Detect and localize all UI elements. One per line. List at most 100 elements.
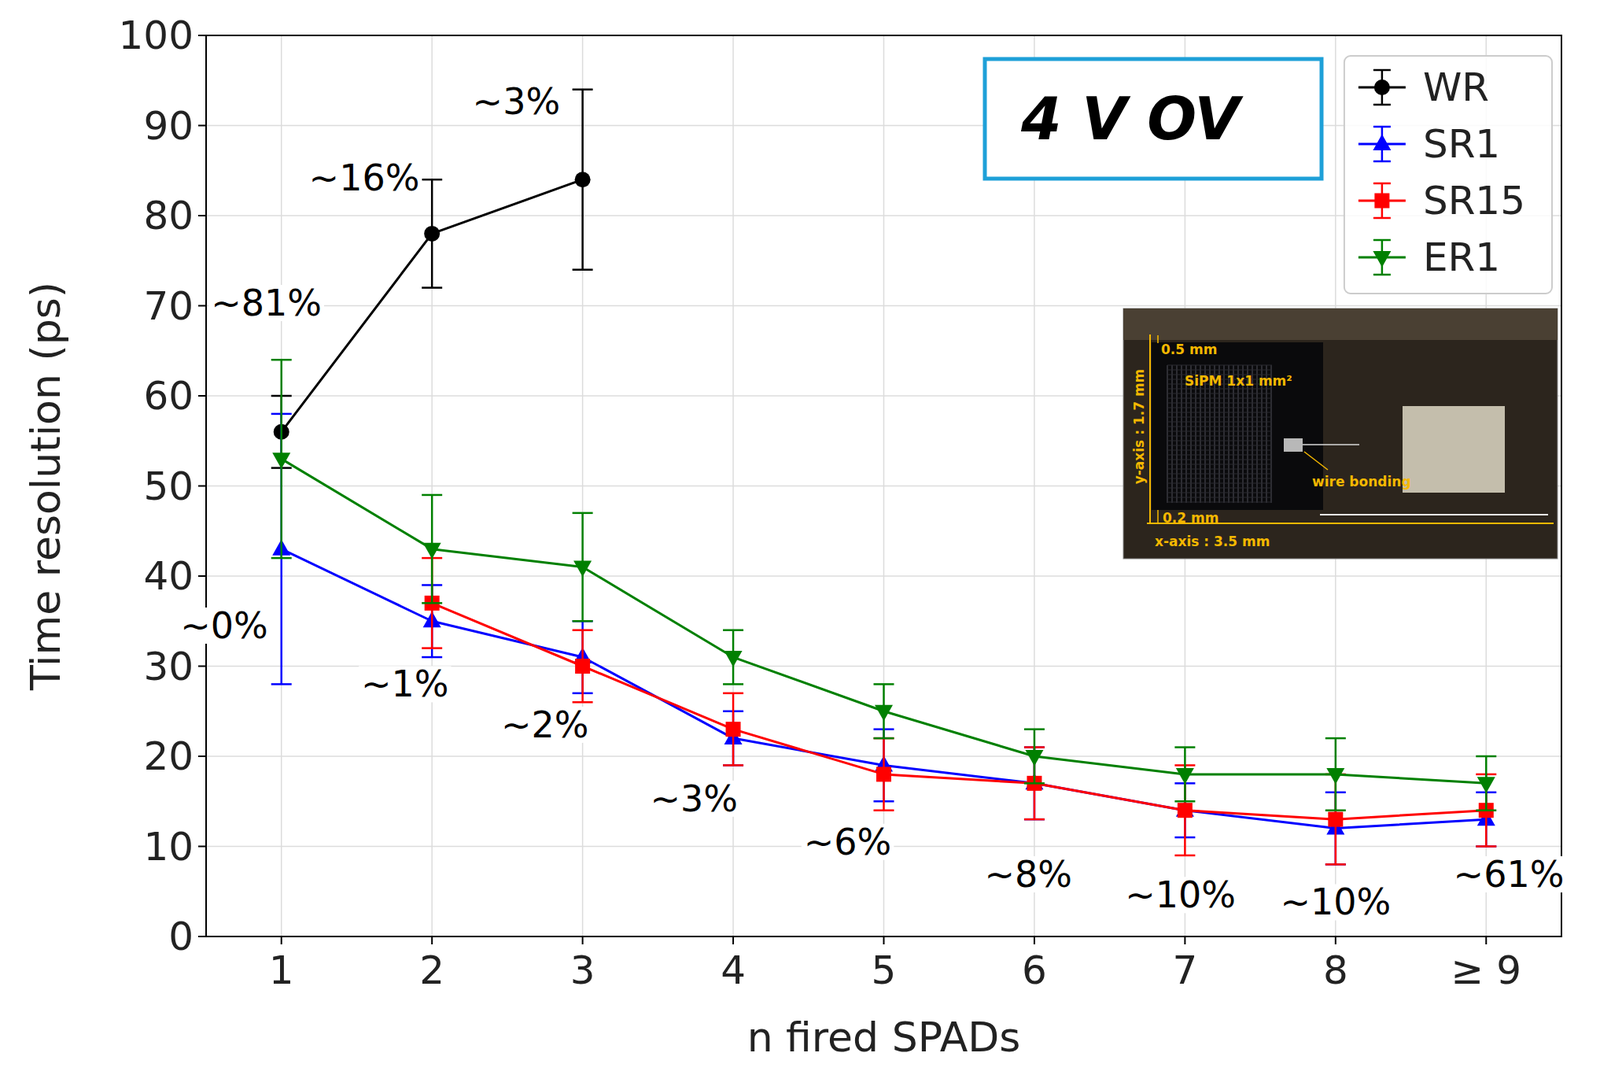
legend-label: WR <box>1423 64 1490 111</box>
inset-chip-grid <box>1167 369 1272 371</box>
error-bar <box>1325 737 1346 811</box>
inset-chip-grid <box>1167 468 1272 470</box>
error-bar-cap <box>722 682 744 686</box>
annotation-text: ~10% <box>1124 873 1236 916</box>
legend-label: SR15 <box>1423 177 1526 224</box>
inset-chip-grid <box>1167 464 1272 465</box>
marker <box>1477 776 1496 793</box>
inset-chip-grid <box>1167 492 1272 494</box>
inset-chip-grid <box>1167 497 1272 498</box>
error-bar <box>1174 747 1195 802</box>
legend-errcap <box>1373 69 1391 72</box>
inset-chip-grid <box>1166 364 1169 503</box>
inset-chip-grid <box>1167 501 1272 503</box>
series-line <box>281 549 1487 829</box>
error-bar-cap <box>1475 844 1497 848</box>
legend-errcap <box>1373 182 1391 185</box>
annotation: ~10% <box>1122 873 1239 916</box>
marker <box>1327 811 1343 827</box>
inset-bg <box>1123 308 1558 559</box>
annotation-text: ~2% <box>501 703 590 746</box>
annotation: ~3% <box>648 777 742 820</box>
legend-label: SR1 <box>1423 121 1501 167</box>
error-bar-cap <box>1475 808 1497 812</box>
y-tick <box>198 125 207 127</box>
annotation-text: ~10% <box>1279 880 1391 923</box>
x-tick-label: ≥ 9 <box>1450 947 1522 993</box>
inset-chip-grid <box>1167 416 1272 418</box>
y-tick-label: 30 <box>143 643 194 690</box>
inset-chip <box>1151 342 1324 510</box>
error-bar <box>572 89 594 270</box>
y-tick <box>198 485 207 487</box>
inset-chip-grid <box>1167 426 1272 428</box>
error-bar-cap <box>1024 818 1045 821</box>
inset-dim-line <box>1157 335 1159 343</box>
x-axis-title: n fired SPADs <box>747 1013 1022 1061</box>
condition-box: 4 V OV <box>984 58 1322 179</box>
inset-chip-grid <box>1167 445 1272 447</box>
series-0 <box>271 89 594 469</box>
legend-frame <box>1344 55 1553 294</box>
marker <box>724 650 743 668</box>
y-tick <box>198 394 207 397</box>
inset-chip-grid <box>1167 478 1272 480</box>
x-tick <box>582 936 584 944</box>
inset-chip-grid <box>1167 473 1272 475</box>
series-line <box>431 602 1486 819</box>
marker <box>1024 749 1044 767</box>
error-bar-cap <box>271 358 292 362</box>
error-bar <box>1174 764 1195 855</box>
inset-photo: 0.5 mmSiPM 1x1 mm²wire bondingy-axis : 1… <box>1123 308 1558 559</box>
condition-box-text: 4 V OV <box>1020 84 1245 153</box>
y-grid-line <box>206 575 1562 577</box>
error-bar-cap <box>722 763 744 767</box>
y-tick <box>198 665 207 668</box>
y-tick-label: 80 <box>143 192 194 239</box>
y-tick-label: 50 <box>143 463 194 509</box>
error-bar-cap <box>1325 808 1346 812</box>
error-bar-cap <box>572 268 594 271</box>
inset-chip-grid <box>1180 364 1183 503</box>
inset-chip-grid <box>1167 421 1272 423</box>
error-bar-cap <box>271 556 292 560</box>
marker <box>874 704 893 722</box>
x-tick-label: 2 <box>419 947 445 993</box>
inset-chip-grid <box>1167 435 1272 437</box>
error-bar <box>873 737 895 811</box>
marker <box>1176 767 1195 785</box>
condition-box-frame <box>984 58 1322 179</box>
y-tick <box>198 845 207 848</box>
marker <box>573 560 592 578</box>
y-tick-label: 70 <box>143 283 194 329</box>
error-bar-cap <box>1475 755 1497 758</box>
inset-dim-line <box>1157 509 1159 523</box>
legend-errcap <box>1373 273 1391 277</box>
x-tick-label: 7 <box>1172 947 1198 993</box>
inset-chip-grid <box>1167 454 1272 456</box>
y-tick <box>198 575 207 577</box>
legend-marker <box>1374 79 1390 96</box>
y-tick <box>198 34 207 37</box>
annotation: ~2% <box>498 703 592 746</box>
y-tick-label: 90 <box>143 103 194 149</box>
error-bar-cap <box>421 286 443 289</box>
y-tick <box>198 935 207 937</box>
marker <box>575 658 590 674</box>
marker <box>876 766 892 782</box>
marker <box>575 171 591 188</box>
y-tick-label: 0 <box>168 913 194 959</box>
error-bar-cap <box>1325 862 1346 866</box>
inset-chip-grid <box>1176 364 1178 503</box>
error-bar-cap <box>1475 844 1497 848</box>
x-tick-label: 3 <box>570 947 596 993</box>
inset-chip-grid <box>1167 398 1272 399</box>
error-bar-cap <box>421 656 443 659</box>
error-bar-cap <box>421 646 443 649</box>
inset-chip-grid <box>1167 440 1272 442</box>
legend-label: ER1 <box>1423 234 1501 281</box>
annotation: ~16% <box>306 156 423 200</box>
y-tick <box>198 305 207 307</box>
inset-chip-grid <box>1167 482 1272 484</box>
x-tick-label: 6 <box>1021 947 1048 993</box>
